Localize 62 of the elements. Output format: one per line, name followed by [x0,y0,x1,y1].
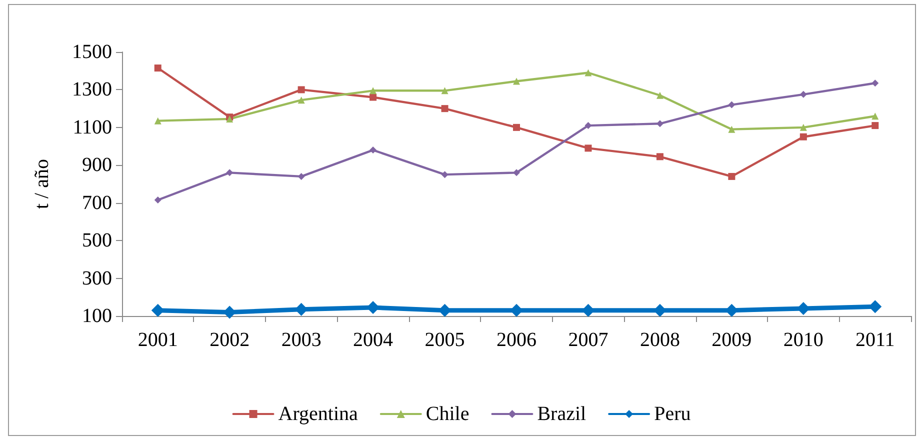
point [584,69,592,76]
point [154,117,162,124]
point [582,304,595,317]
point [656,153,664,160]
y-tick-label: 300 [82,267,112,290]
x-tick-label: 2006 [496,329,536,351]
x-tick-label: 2011 [856,329,895,351]
point [441,171,448,178]
point [513,78,520,85]
point [800,124,807,131]
point [800,90,807,98]
point [656,92,664,99]
x-tick-label: 2007 [568,329,608,351]
point [441,105,448,112]
point [584,122,592,130]
point [298,86,305,94]
x-tick-label: 2009 [712,329,752,351]
y-tick-label: 100 [82,305,112,327]
legend-label: Brazil [537,403,587,425]
point [151,304,164,317]
x-tick-label: 2005 [424,329,465,351]
y-tick-label: 900 [82,154,112,176]
x-tick-label: 2010 [783,329,824,351]
point [298,172,305,180]
point [226,169,234,176]
y-tick-label: 1300 [72,78,112,101]
x-tick-label: 2004 [353,329,394,351]
x-tick-label: 2008 [640,329,680,351]
point [294,302,308,316]
point [154,196,162,204]
y-tick-label: 1500 [72,41,112,63]
point [513,124,520,131]
point [441,87,448,94]
point [370,94,377,101]
point [656,120,664,128]
legend-label: Argentina [278,403,358,425]
y-axis-title: t / año [31,159,53,209]
point [872,80,879,87]
point [584,144,592,152]
point [728,126,736,133]
point [513,169,520,176]
point [223,306,236,319]
y-tick-label: 1100 [72,116,112,138]
point [868,300,882,314]
point [800,133,807,140]
point [438,304,452,317]
x-tick-label: 2001 [138,329,178,351]
point [872,122,879,130]
point [872,112,879,120]
point [154,64,162,72]
point [298,96,305,104]
x-tick-label: 2002 [210,329,250,351]
point [370,146,377,154]
point [728,101,736,108]
point [370,87,377,94]
y-tick-label: 500 [82,230,112,252]
point [728,172,736,180]
point [510,304,523,317]
legend-label: Chile [426,403,470,425]
y-tick-label: 700 [82,192,112,214]
legend-label: Peru [654,403,691,425]
x-tick-label: 2003 [281,329,322,351]
